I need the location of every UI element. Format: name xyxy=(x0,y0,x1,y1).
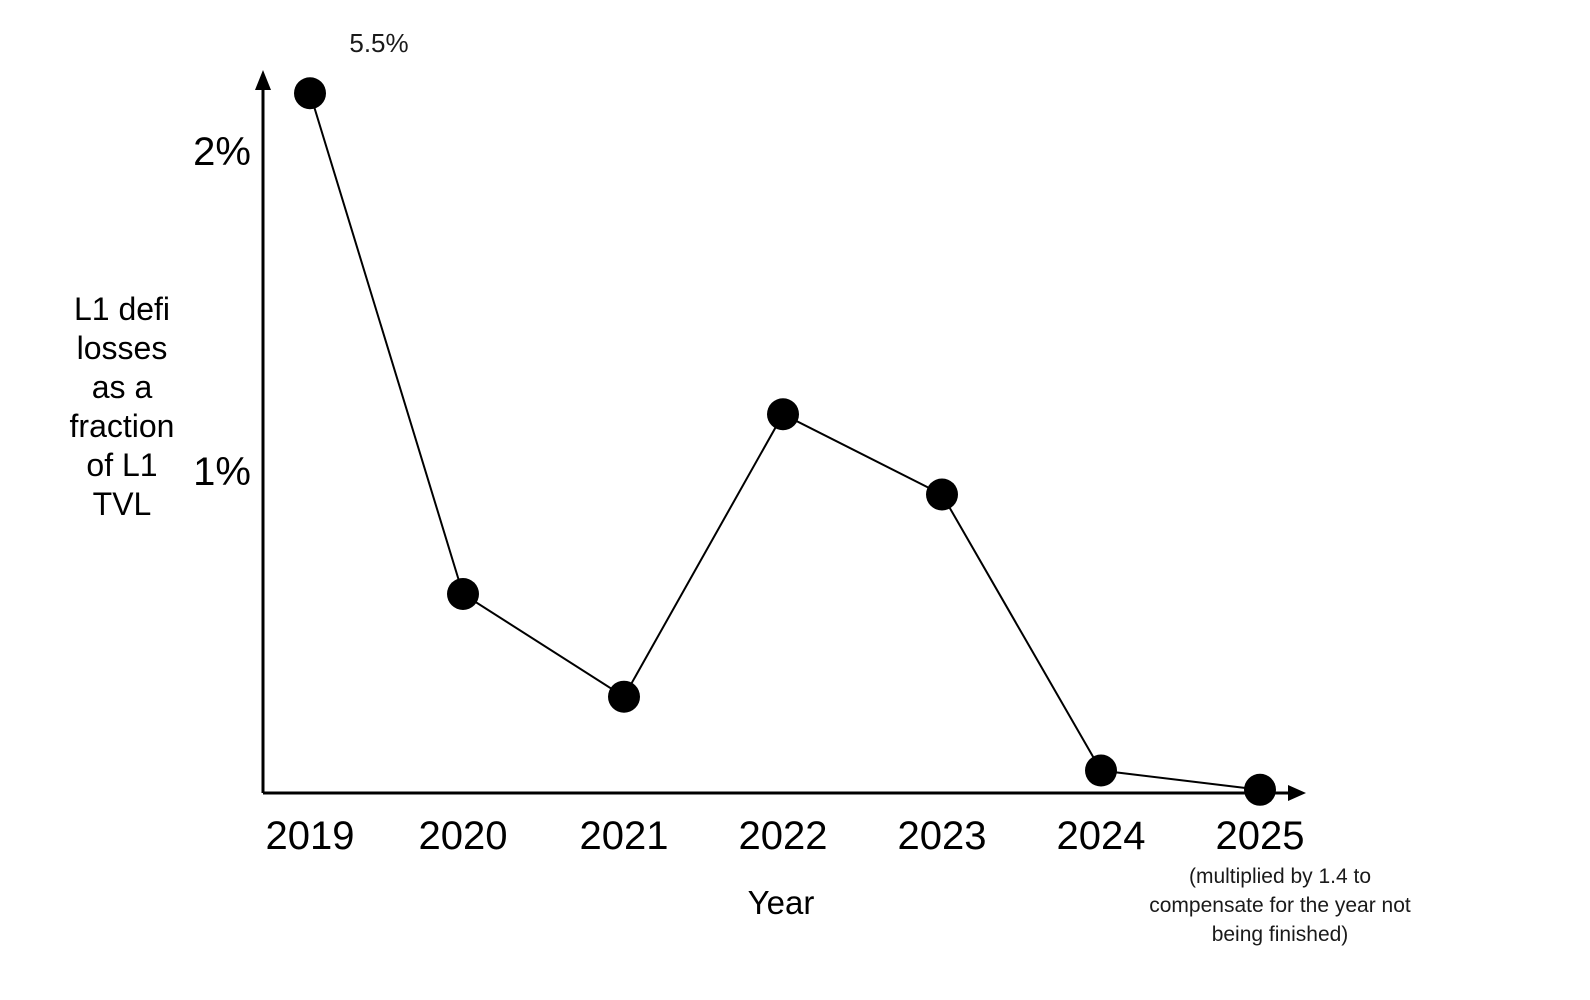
data-point-2023 xyxy=(926,478,958,511)
y-axis-title-line: as a xyxy=(91,369,153,405)
data-point-2025 xyxy=(1244,773,1276,806)
y-axis-title: L1 defi losses as a fraction of L1 TVL xyxy=(70,290,175,524)
x-tick-label-2024: 2024 xyxy=(1056,814,1146,858)
y-tick-label-2pct: 2% xyxy=(193,130,251,174)
data-label-2019: 5.5% xyxy=(349,28,409,58)
x-axis-arrow-icon xyxy=(1288,785,1306,801)
x-tick-label-2021: 2021 xyxy=(579,814,669,858)
data-point-2021 xyxy=(608,680,640,713)
x-tick-label-2023: 2023 xyxy=(897,814,987,858)
y-axis-arrow-icon xyxy=(255,70,271,90)
data-point-2022 xyxy=(767,398,799,431)
x-tick-label-2019: 2019 xyxy=(265,814,355,858)
data-point-2020 xyxy=(447,577,479,610)
footnote-2025: (multiplied by 1.4 to compensate for the… xyxy=(1149,865,1411,946)
x-axis-title: Year xyxy=(747,884,815,921)
y-tick-label-1pct: 1% xyxy=(193,450,251,494)
data-point-2024 xyxy=(1085,754,1117,787)
data-point-2019 xyxy=(294,77,326,110)
y-axis-title-line: of L1 xyxy=(86,447,158,483)
x-tick-label-2020: 2020 xyxy=(418,814,508,858)
y-axis-title-line: TVL xyxy=(92,486,152,522)
y-axis-title-line: losses xyxy=(76,330,168,366)
x-tick-label-2022: 2022 xyxy=(738,814,828,858)
series-line xyxy=(309,92,1261,791)
x-tick-label-2025: 2025 xyxy=(1215,814,1305,858)
y-axis-title-line: L1 defi xyxy=(73,291,171,327)
y-axis-title-line: fraction xyxy=(69,408,175,444)
